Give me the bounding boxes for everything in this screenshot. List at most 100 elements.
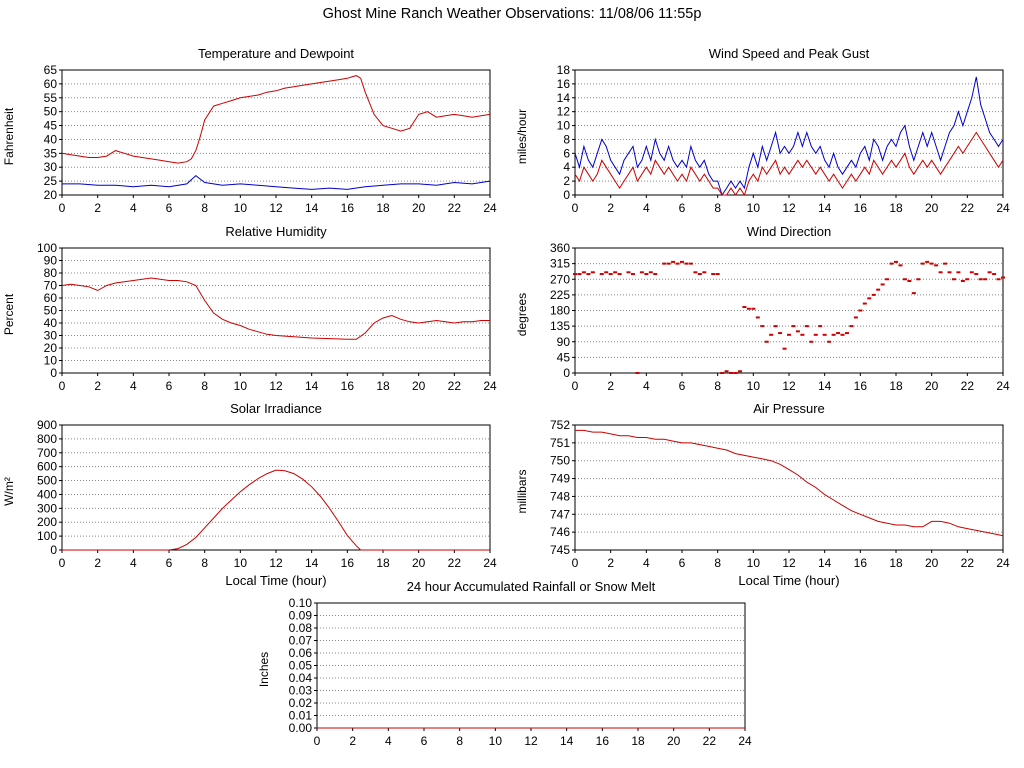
- svg-text:18: 18: [889, 379, 903, 393]
- svg-text:14: 14: [818, 556, 832, 570]
- svg-text:2: 2: [563, 174, 570, 188]
- svg-text:40: 40: [44, 316, 58, 330]
- chart-temperature-dewpoint: Temperature and Dewpoint 20 25 30 35 40 45 50 5…: [0, 44, 498, 219]
- chart-relative-humidity: Relative Humidity 0 10 20 30 40 50 60 70 80 90 100…: [0, 222, 498, 397]
- svg-text:20: 20: [667, 734, 681, 748]
- svg-text:100: 100: [37, 242, 57, 255]
- svg-text:14: 14: [305, 201, 319, 215]
- chart-title-wind-direction: Wind Direction: [746, 224, 832, 239]
- svg-text:10: 10: [747, 201, 761, 215]
- svg-text:10: 10: [747, 379, 761, 393]
- chart-title-solar-irradiance: Solar Irradiance: [230, 401, 322, 416]
- svg-text:0: 0: [50, 366, 57, 380]
- svg-text:0: 0: [572, 201, 579, 215]
- svg-text:745: 745: [550, 543, 570, 557]
- svg-text:600: 600: [37, 460, 57, 474]
- svg-text:225: 225: [550, 288, 570, 302]
- svg-text:12: 12: [269, 556, 283, 570]
- svg-text:12: 12: [269, 379, 283, 393]
- svg-text:20: 20: [44, 188, 58, 202]
- svg-text:24: 24: [996, 556, 1010, 570]
- svg-text:24: 24: [483, 201, 497, 215]
- svg-text:12: 12: [557, 105, 571, 119]
- svg-text:20: 20: [925, 556, 939, 570]
- svg-text:0.07: 0.07: [289, 634, 313, 648]
- svg-text:6: 6: [166, 556, 173, 570]
- svg-text:0: 0: [59, 201, 66, 215]
- svg-text:16: 16: [854, 379, 868, 393]
- svg-text:Fahrenheit: Fahrenheit: [2, 107, 16, 165]
- svg-text:55: 55: [44, 91, 58, 105]
- svg-text:Inches: Inches: [257, 652, 271, 687]
- svg-text:4: 4: [563, 160, 570, 174]
- svg-text:16: 16: [557, 77, 571, 91]
- svg-text:20: 20: [412, 556, 426, 570]
- svg-text:65: 65: [44, 64, 58, 77]
- svg-text:6: 6: [166, 201, 173, 215]
- svg-text:Percent: Percent: [2, 293, 16, 335]
- svg-text:20: 20: [44, 341, 58, 355]
- svg-text:16: 16: [341, 379, 355, 393]
- svg-text:35: 35: [44, 146, 58, 160]
- svg-text:300: 300: [37, 501, 57, 515]
- svg-text:180: 180: [550, 304, 570, 318]
- svg-text:18: 18: [376, 201, 390, 215]
- svg-text:6: 6: [421, 734, 428, 748]
- svg-text:0: 0: [563, 366, 570, 380]
- svg-text:16: 16: [596, 734, 610, 748]
- svg-text:18: 18: [889, 556, 903, 570]
- svg-text:millibars: millibars: [515, 469, 529, 513]
- chart-air-pressure: Air Pressure 745 746 747 748 749 750 751 752 0 2 4…: [513, 399, 1011, 590]
- svg-text:8: 8: [563, 132, 570, 146]
- svg-text:Local Time (hour): Local Time (hour): [225, 573, 326, 588]
- svg-text:16: 16: [341, 556, 355, 570]
- svg-text:18: 18: [631, 734, 645, 748]
- svg-text:22: 22: [448, 556, 462, 570]
- svg-text:0: 0: [314, 734, 321, 748]
- svg-text:24: 24: [996, 379, 1010, 393]
- svg-text:0.00: 0.00: [289, 721, 313, 735]
- svg-text:8: 8: [714, 201, 721, 215]
- svg-text:0.02: 0.02: [289, 696, 313, 710]
- svg-text:22: 22: [961, 556, 975, 570]
- svg-text:900: 900: [37, 419, 57, 432]
- svg-text:22: 22: [961, 201, 975, 215]
- svg-text:400: 400: [37, 487, 57, 501]
- svg-text:4: 4: [130, 379, 137, 393]
- svg-text:40: 40: [44, 132, 58, 146]
- svg-text:18: 18: [557, 64, 571, 77]
- svg-text:24: 24: [483, 556, 497, 570]
- svg-text:18: 18: [376, 556, 390, 570]
- svg-text:10: 10: [747, 556, 761, 570]
- svg-text:50: 50: [44, 304, 58, 318]
- svg-text:4: 4: [643, 379, 650, 393]
- svg-text:746: 746: [550, 525, 570, 539]
- svg-text:22: 22: [448, 379, 462, 393]
- svg-text:18: 18: [889, 201, 903, 215]
- svg-text:60: 60: [44, 77, 58, 91]
- svg-text:10: 10: [234, 201, 248, 215]
- svg-text:0.03: 0.03: [289, 684, 313, 698]
- chart-title-rainfall: 24 hour Accumulated Rainfall or Snow Mel…: [406, 579, 656, 594]
- svg-text:10: 10: [234, 379, 248, 393]
- svg-text:24: 24: [738, 734, 752, 748]
- svg-text:2: 2: [607, 201, 614, 215]
- svg-text:6: 6: [166, 379, 173, 393]
- page-title: Ghost Mine Ranch Weather Observations: 1…: [322, 6, 702, 22]
- svg-text:4: 4: [130, 201, 137, 215]
- svg-text:10: 10: [557, 119, 571, 133]
- svg-text:20: 20: [412, 379, 426, 393]
- svg-text:747: 747: [550, 507, 570, 521]
- svg-text:752: 752: [550, 419, 570, 432]
- svg-text:25: 25: [44, 174, 58, 188]
- svg-text:Local Time (hour): Local Time (hour): [738, 573, 839, 588]
- svg-text:14: 14: [560, 734, 574, 748]
- svg-text:0: 0: [572, 379, 579, 393]
- svg-text:135: 135: [550, 319, 570, 333]
- svg-text:6: 6: [563, 146, 570, 160]
- svg-text:4: 4: [130, 556, 137, 570]
- svg-text:0.08: 0.08: [289, 621, 313, 635]
- svg-text:749: 749: [550, 472, 570, 486]
- svg-text:0: 0: [50, 543, 57, 557]
